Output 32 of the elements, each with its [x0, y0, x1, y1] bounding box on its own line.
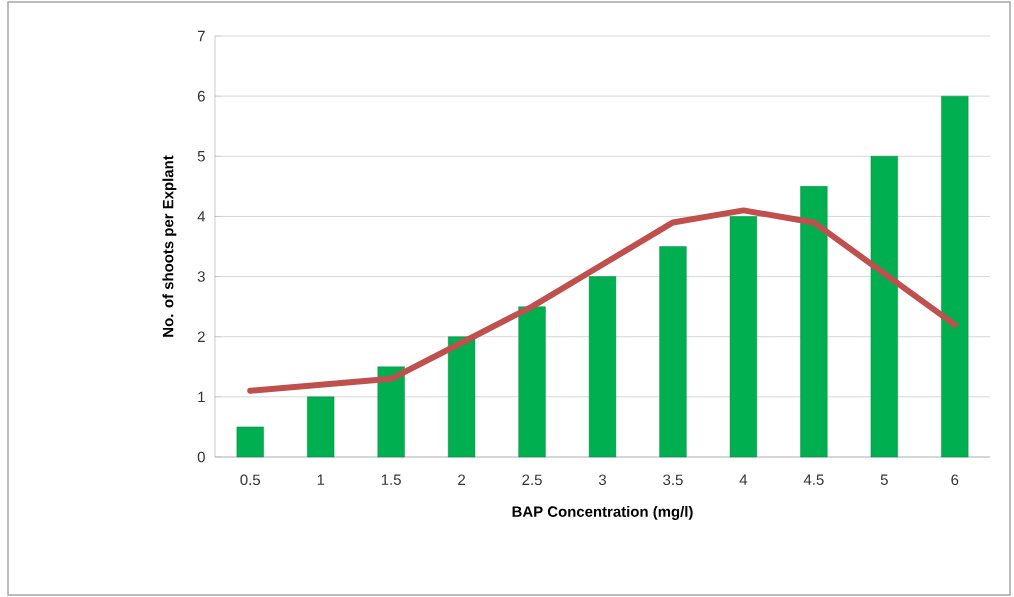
bar	[307, 396, 335, 458]
bar	[236, 426, 264, 458]
x-tick-label: 1	[317, 474, 325, 485]
bar	[377, 366, 405, 458]
y-tick-label: 1	[198, 391, 205, 402]
y-tick-label: 3	[197, 271, 205, 282]
y-tick-label: 0	[197, 451, 205, 463]
y-tick-label: 6	[197, 90, 205, 102]
x-tick-label: 0.5	[240, 474, 260, 486]
bar	[729, 216, 757, 458]
bar	[518, 306, 546, 458]
y-tick-label: 7	[197, 30, 205, 42]
x-tick-label: 5	[880, 474, 888, 485]
x-tick-label: 2.5	[522, 474, 542, 486]
x-axis-title: BAP Concentration (mg/l)	[512, 505, 693, 520]
x-tick-label: 4.5	[803, 474, 824, 485]
x-tick-label: 2	[458, 474, 465, 485]
bar	[941, 95, 969, 458]
bar	[448, 336, 476, 458]
x-tick-label: 3	[598, 474, 607, 486]
y-tick-label: 4	[197, 211, 206, 222]
y-tick-label: 5	[197, 151, 205, 162]
x-tick-label: 6	[951, 474, 959, 486]
x-tick-label: 1.5	[381, 474, 401, 485]
bar	[870, 156, 898, 458]
x-tick-label: 4	[739, 474, 748, 485]
x-tick-label: 3.5	[663, 474, 683, 486]
bar	[588, 276, 617, 458]
bar	[659, 246, 687, 458]
bar	[800, 186, 828, 458]
y-tick-label: 2	[197, 331, 205, 342]
y-axis-title: No. of shoots per Explant	[162, 155, 177, 337]
